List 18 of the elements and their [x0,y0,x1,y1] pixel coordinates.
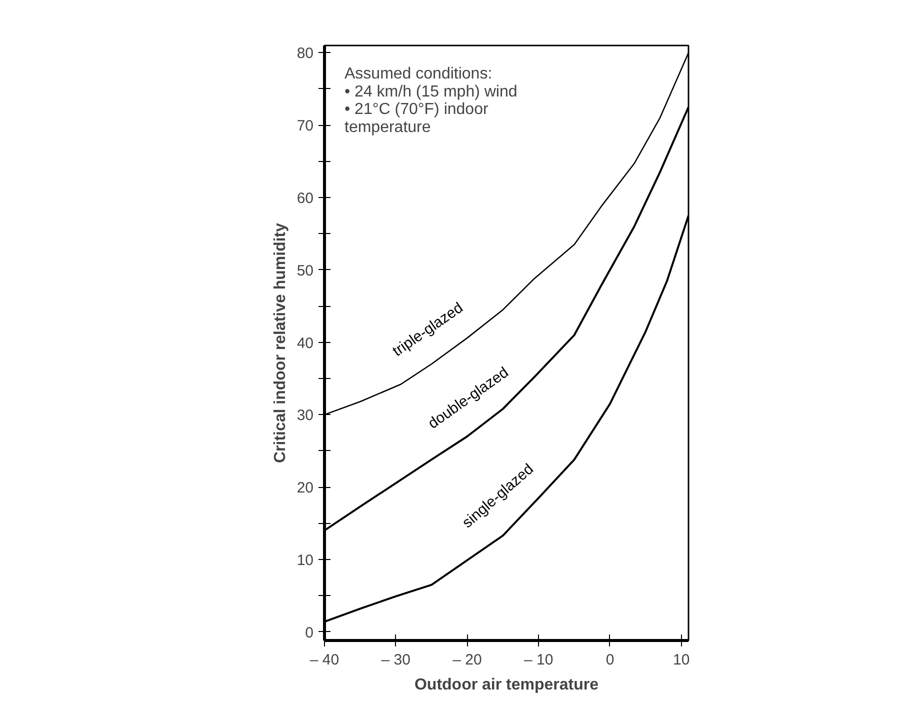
x-tick-label: – 10 [524,652,554,668]
annotation: Assumed conditions: • 24 km/h (15 mph) wind • 21°C (70°F) indoor temperature [344,66,518,136]
x-tick-label: – 20 [452,652,482,668]
x-tick-label: 10 [673,652,690,668]
y-tick-label: 80 [296,45,314,62]
y-tick-label: 10 [296,552,314,569]
y-tick-label: 30 [296,407,314,424]
y-tick-label: 50 [296,262,314,280]
x-tick-label: 0 [606,652,614,668]
y-tick-label: 70 [296,118,314,135]
x-tick-label: – 40 [310,652,340,668]
x-axis-title: Outdoor air temperature [414,676,599,694]
y-tick-label: 0 [305,624,314,642]
y-axis-title: Critical indoor relative humidity [272,222,289,464]
x-tick-label: – 30 [381,652,410,668]
y-tick-label: 60 [296,190,314,208]
y-tick-label: 20 [296,480,314,497]
y-tick-label: 40 [296,334,314,352]
